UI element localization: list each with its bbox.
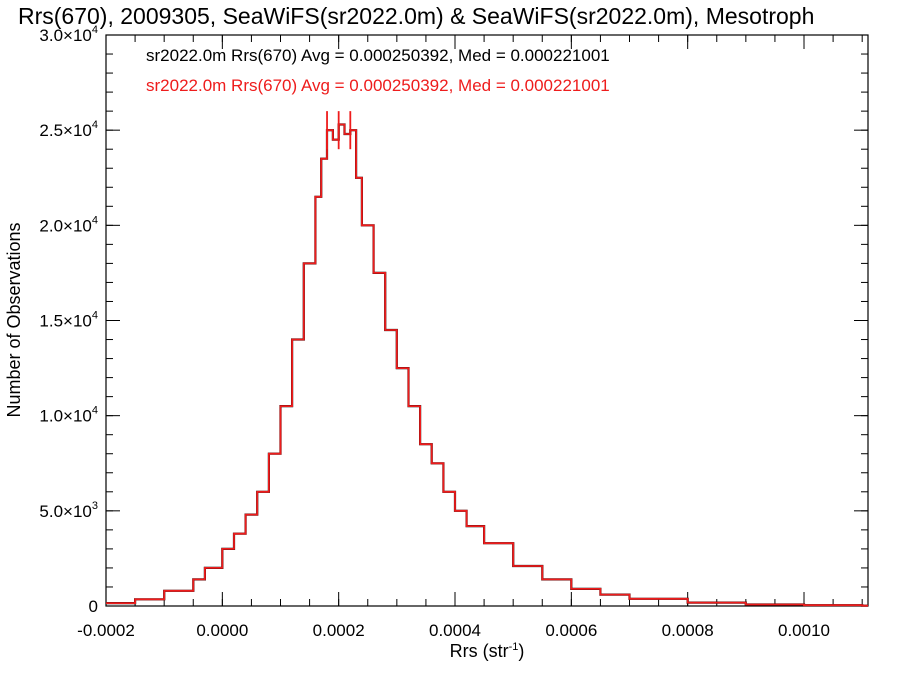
y-tick-label: 0 (89, 597, 98, 616)
series-line-red (106, 123, 868, 607)
x-tick-label: 0.0000 (196, 621, 248, 640)
y-tick-label: 5.0×103 (39, 500, 98, 521)
x-tick-label: 0.0010 (778, 621, 830, 640)
series-line-black (106, 123, 868, 607)
x-axis-label-main: Rrs (str (450, 641, 509, 661)
x-axis-label-close: ) (518, 641, 524, 661)
y-tick-label: 1.0×104 (39, 405, 98, 426)
histogram-series (106, 111, 868, 607)
x-tick-label: 0.0006 (545, 621, 597, 640)
y-axis-label: Number of Observations (4, 222, 24, 417)
legend-entry-black: sr2022.0m Rrs(670) Avg = 0.000250392, Me… (146, 46, 610, 65)
y-tick-label: 3.0×104 (39, 24, 98, 45)
y-tick-label: 2.5×104 (39, 119, 98, 140)
x-axis-label-sup: -1 (509, 641, 519, 653)
x-tick-labels: -0.0002 0.0000 0.0002 0.0004 0.0006 0.0008 0.0… (77, 621, 830, 640)
x-axis-label: Rrs (str-1) (450, 641, 525, 661)
x-tick-label: 0.0008 (662, 621, 714, 640)
y-tick-label: 2.0×104 (39, 214, 98, 235)
x-tick-label: 0.0004 (429, 621, 481, 640)
legend-entry-red: sr2022.0m Rrs(670) Avg = 0.000250392, Me… (146, 76, 610, 95)
y-tick-label: 1.5×104 (39, 310, 98, 331)
chart-title: Rrs(670), 2009305, SeaWiFS(sr2022.0m) & … (18, 3, 814, 29)
x-tick-label: 0.0002 (313, 621, 365, 640)
plot-frame (105, 34, 869, 607)
y-tick-labels: 0 5.0×103 1.0×104 1.5×104 2.0×104 2.5×104 3.0×… (39, 24, 98, 616)
x-tick-label: -0.0002 (77, 621, 135, 640)
axis-ticks (105, 34, 868, 607)
